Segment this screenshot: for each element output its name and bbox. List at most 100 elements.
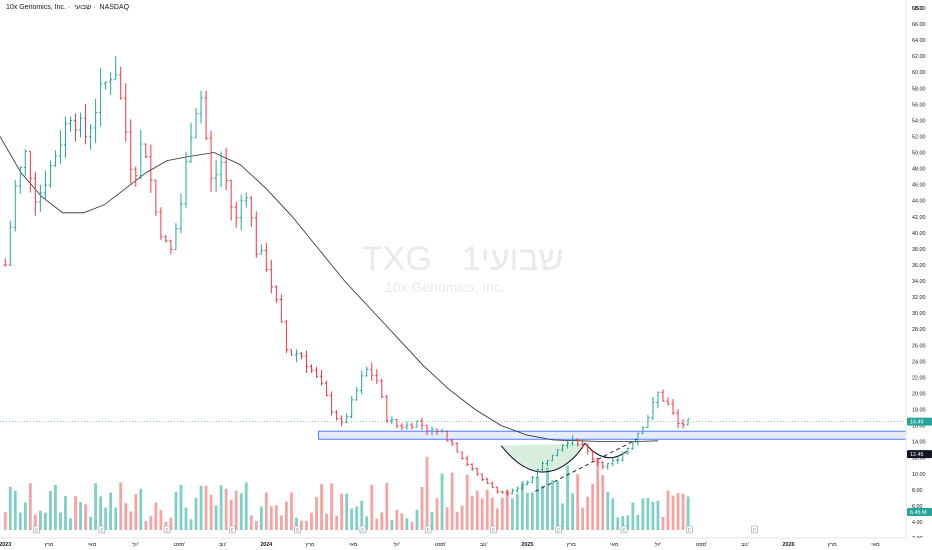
- trendline: [535, 438, 638, 492]
- earnings-marker: [555, 525, 563, 534]
- volume-bar: [626, 515, 630, 530]
- volume-bar: [109, 492, 113, 530]
- volume-bar: [686, 496, 690, 530]
- volume-bar: [8, 486, 12, 530]
- volume-bar: [495, 508, 499, 530]
- x-tick-label: מאי: [610, 542, 619, 548]
- volume-bar: [531, 492, 534, 530]
- earnings-marker-letter: E: [100, 528, 103, 533]
- volume-bar: [470, 495, 474, 530]
- volume-bar: [345, 493, 349, 530]
- y-tick-label: 6.00: [912, 504, 923, 510]
- y-tick-label: 18.00: [912, 408, 926, 414]
- y-tick-label: 10.00: [912, 472, 926, 478]
- earnings-marker-letter: E: [231, 528, 234, 533]
- time-axis[interactable]: 2023 מרץ מאי יול' ספט' נוב' 2024 מרץ מאי יול' ספט'…: [0, 537, 932, 550]
- volume-bar: [370, 485, 374, 530]
- earnings-marker-letter: E: [688, 528, 691, 533]
- volume-bar: [224, 488, 228, 530]
- volume-bar: [300, 520, 303, 530]
- volume-bar: [646, 497, 650, 530]
- volume-bar: [400, 513, 404, 530]
- x-tick-label: מאי: [871, 542, 880, 548]
- volume-bar: [636, 514, 640, 530]
- volume-bar: [199, 485, 203, 530]
- volume-bar: [174, 491, 178, 530]
- volume-bar: [405, 518, 409, 530]
- volume-bar: [490, 497, 494, 530]
- volume-bar: [586, 496, 590, 530]
- volume-bar: [214, 505, 218, 530]
- volume-bar: [546, 467, 549, 530]
- y-tick-label: 36.00: [912, 263, 926, 269]
- volume-bar: [249, 515, 253, 530]
- volume-bar: [440, 473, 444, 530]
- volume-bar: [99, 496, 103, 530]
- x-tick-label: נוב': [219, 542, 227, 548]
- x-tick-label: מרץ: [44, 542, 54, 548]
- volume-bar: [144, 521, 148, 530]
- cup-curve: [500, 442, 586, 473]
- volume-bar: [420, 487, 424, 530]
- earnings-marker: [490, 525, 497, 534]
- earnings-marker: [163, 525, 171, 534]
- earnings-marker-letter: E: [427, 528, 430, 533]
- volume-bar: [204, 486, 208, 530]
- earnings-marker-letter: E: [753, 528, 756, 533]
- y-tick-label: 56.00: [912, 102, 926, 108]
- volume-bar: [104, 507, 108, 530]
- earnings-marker-letter: E: [492, 528, 495, 533]
- y-tick-label: 12.00: [912, 456, 926, 462]
- resistance-zone[interactable]: [0, 421, 907, 440]
- volume-bar: [571, 493, 575, 530]
- moving-average[interactable]: [0, 136, 659, 442]
- watermark-company: 10x Genomics, Inc.: [385, 279, 505, 295]
- y-tick-label: 8.00: [912, 488, 923, 494]
- x-tick-label: ספט': [435, 542, 446, 548]
- x-tick-label: 2023: [0, 542, 11, 548]
- price-label-text: 6.45 M: [910, 510, 927, 516]
- volume-bar: [229, 499, 233, 530]
- price-label-box: [907, 450, 932, 459]
- zone-rect: [318, 430, 907, 440]
- price-axis[interactable]: USD 2.004.006.008.0010.0012.0014.0016.00…: [905, 0, 932, 542]
- volume-bar: [315, 496, 318, 530]
- volume-bar: [285, 501, 288, 530]
- y-tick-label: 22.00: [912, 375, 926, 381]
- volume-bar: [681, 493, 685, 530]
- earnings-marker: [685, 525, 693, 534]
- y-tick-label: 38.00: [912, 247, 926, 253]
- cup-pattern[interactable]: [500, 438, 638, 492]
- earnings-marker: [424, 525, 432, 534]
- volume-bar: [269, 506, 273, 530]
- volume-bar: [79, 502, 82, 530]
- earnings-marker-letter: E: [557, 528, 560, 533]
- volume-bar: [651, 501, 655, 530]
- volume-bar: [581, 507, 585, 530]
- volume-bar: [219, 485, 223, 530]
- interval-label[interactable]: שבועי: [74, 4, 92, 11]
- y-tick-label: 28.00: [912, 327, 926, 333]
- y-tick-label: 68.00: [912, 6, 926, 12]
- volume-bar: [33, 514, 37, 530]
- volume-bar: [445, 507, 449, 530]
- volume-bar: [671, 495, 675, 530]
- y-tick-label: 16.00: [912, 424, 926, 430]
- volume-bar: [611, 498, 615, 530]
- x-tick-label: ספט': [696, 542, 707, 548]
- y-tick-label: 14.00: [912, 440, 926, 446]
- y-tick-label: 30.00: [912, 311, 926, 317]
- volume-bar: [134, 494, 138, 530]
- currency-label: USD: [912, 6, 923, 12]
- volume-bar: [355, 506, 359, 530]
- volume-bar: [259, 506, 263, 530]
- volume-bar: [330, 483, 333, 530]
- y-tick-label: 58.00: [912, 86, 926, 92]
- volume-bar: [380, 512, 384, 530]
- volume-bar: [616, 517, 620, 530]
- volume-bar: [596, 459, 600, 530]
- volume-bar: [194, 497, 198, 530]
- y-tick-label: 60.00: [912, 70, 926, 76]
